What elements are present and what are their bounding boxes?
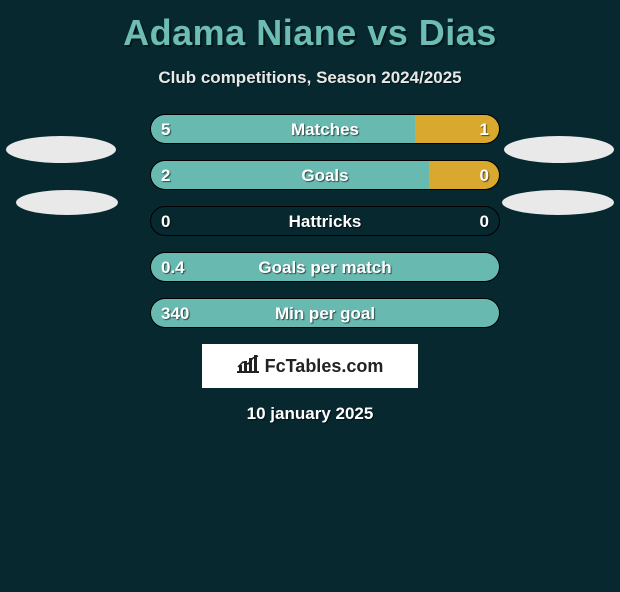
stat-row: Hattricks0 0 bbox=[10, 206, 610, 236]
stat-bar-right bbox=[429, 161, 499, 189]
stat-row: Matches51 bbox=[10, 114, 610, 144]
stat-value-left: 0 bbox=[161, 207, 170, 236]
stat-bar-right bbox=[415, 115, 499, 143]
stat-bar: Goals20 bbox=[150, 160, 500, 190]
stat-value-right: 0 bbox=[480, 207, 489, 236]
logo-text: FcTables.com bbox=[265, 356, 384, 377]
stat-bar-left bbox=[151, 299, 499, 327]
stat-bar-left bbox=[151, 161, 429, 189]
stat-row: Min per goal340 bbox=[10, 298, 610, 328]
stat-bar: Goals per match0.4 bbox=[150, 252, 500, 282]
chart-icon bbox=[237, 355, 259, 378]
stat-row: Goals20 bbox=[10, 160, 610, 190]
stat-bar: Min per goal340 bbox=[150, 298, 500, 328]
page-title: Adama Niane vs Dias bbox=[0, 12, 620, 54]
stat-bar-left bbox=[151, 115, 415, 143]
stat-bar-left bbox=[151, 253, 499, 281]
stat-label: Hattricks bbox=[151, 207, 499, 236]
stat-row: Goals per match0.4 bbox=[10, 252, 610, 282]
page-subtitle: Club competitions, Season 2024/2025 bbox=[0, 68, 620, 88]
stat-bar: Hattricks0 0 bbox=[150, 206, 500, 236]
date-text: 10 january 2025 bbox=[0, 404, 620, 424]
logo-box: FcTables.com bbox=[202, 344, 418, 388]
stat-bar: Matches51 bbox=[150, 114, 500, 144]
